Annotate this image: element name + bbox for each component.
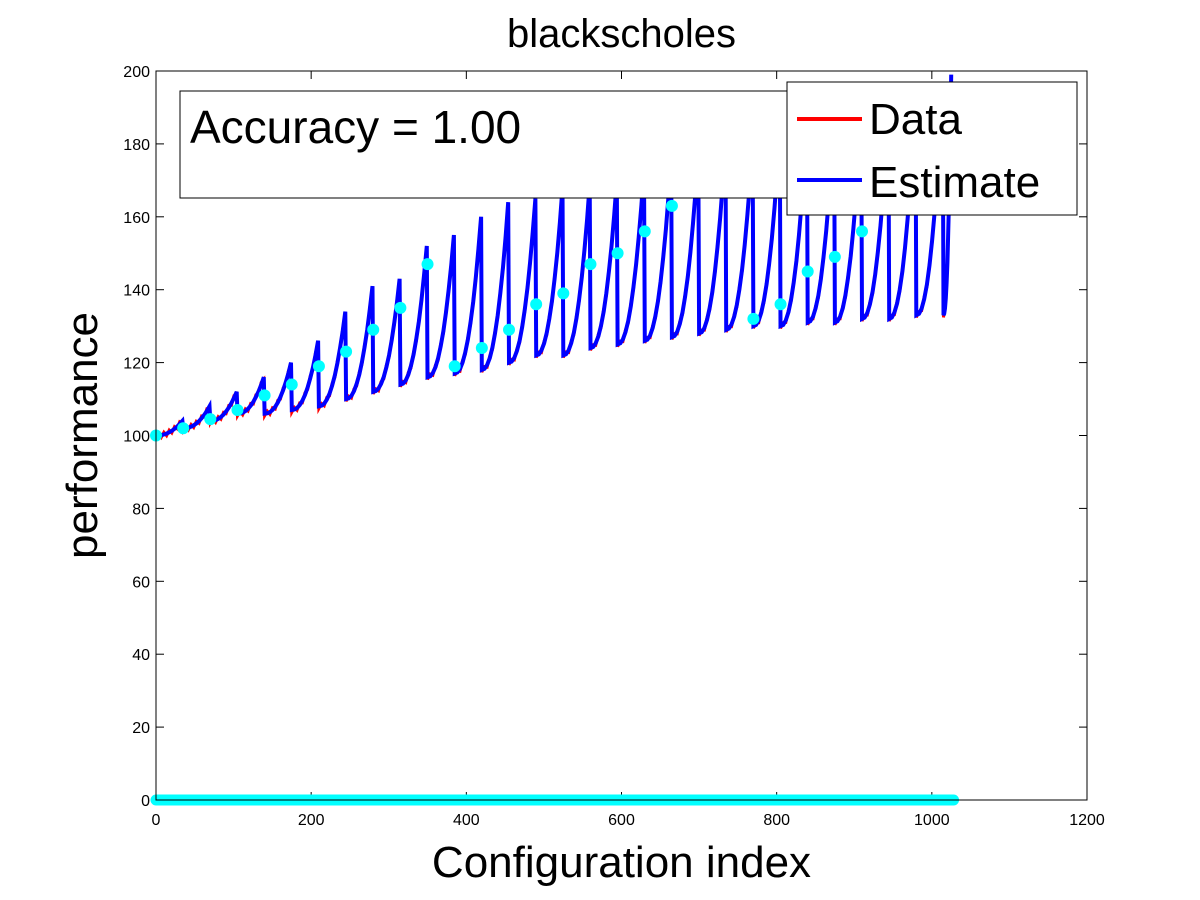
sample-point bbox=[312, 360, 325, 373]
sample-point bbox=[665, 199, 678, 212]
x-tick-label: 800 bbox=[763, 812, 790, 829]
x-tick-label: 0 bbox=[152, 812, 161, 829]
sample-point bbox=[231, 403, 244, 416]
legend-label-data: Data bbox=[869, 95, 962, 144]
y-tick-label: 100 bbox=[123, 429, 150, 446]
sample-point bbox=[258, 389, 271, 402]
sample-point bbox=[584, 258, 597, 271]
sample-point bbox=[285, 378, 298, 391]
sample-point bbox=[801, 265, 814, 278]
y-tick-label: 140 bbox=[123, 283, 150, 300]
sample-point bbox=[638, 225, 651, 238]
y-tick-label: 0 bbox=[141, 793, 150, 810]
y-tick-label: 200 bbox=[123, 64, 150, 81]
sample-point bbox=[204, 413, 217, 426]
sample-point bbox=[177, 422, 190, 435]
sample-point bbox=[394, 301, 407, 314]
sample-point bbox=[557, 287, 570, 300]
x-axis-ticks: 0 200 400 600 800 1000 1200 bbox=[152, 71, 1105, 829]
y-tick-label: 80 bbox=[132, 501, 150, 518]
x-tick-label: 600 bbox=[608, 812, 635, 829]
y-tick-label: 40 bbox=[132, 647, 150, 664]
sample-point bbox=[611, 247, 624, 260]
legend: Data Estimate bbox=[786, 81, 1078, 216]
y-tick-label: 20 bbox=[132, 720, 150, 737]
x-tick-label: 400 bbox=[453, 812, 480, 829]
x-tick-label: 1200 bbox=[1069, 812, 1105, 829]
x-axis-label: Configuration index bbox=[432, 838, 811, 887]
chart-title: blackscholes bbox=[507, 12, 736, 56]
y-axis-ticks: 0 20 40 60 80 100 120 140 160 180 200 bbox=[123, 64, 1087, 810]
accuracy-annotation: Accuracy = 1.00 bbox=[190, 101, 521, 153]
annotation-box: Accuracy = 1.00 bbox=[179, 90, 799, 199]
sample-point bbox=[856, 225, 869, 238]
legend-label-estimate: Estimate bbox=[869, 158, 1040, 207]
y-axis-label: performance bbox=[58, 312, 107, 559]
x-tick-label: 200 bbox=[298, 812, 325, 829]
sample-point bbox=[448, 360, 461, 373]
sample-point bbox=[475, 342, 488, 355]
legend-frame bbox=[786, 81, 1078, 216]
plot-frame bbox=[155, 70, 1088, 801]
sample-point bbox=[828, 250, 841, 263]
y-tick-label: 60 bbox=[132, 574, 150, 591]
y-tick-label: 120 bbox=[123, 356, 150, 373]
y-tick-label: 160 bbox=[123, 210, 150, 227]
x-tick-label: 1000 bbox=[914, 812, 950, 829]
sample-point bbox=[340, 345, 353, 358]
sample-point bbox=[367, 323, 380, 336]
sample-point bbox=[503, 323, 516, 336]
sample-point bbox=[530, 298, 543, 311]
y-tick-label: 180 bbox=[123, 137, 150, 154]
sample-point bbox=[774, 298, 787, 311]
sample-point bbox=[421, 258, 434, 271]
sample-point bbox=[747, 312, 760, 325]
